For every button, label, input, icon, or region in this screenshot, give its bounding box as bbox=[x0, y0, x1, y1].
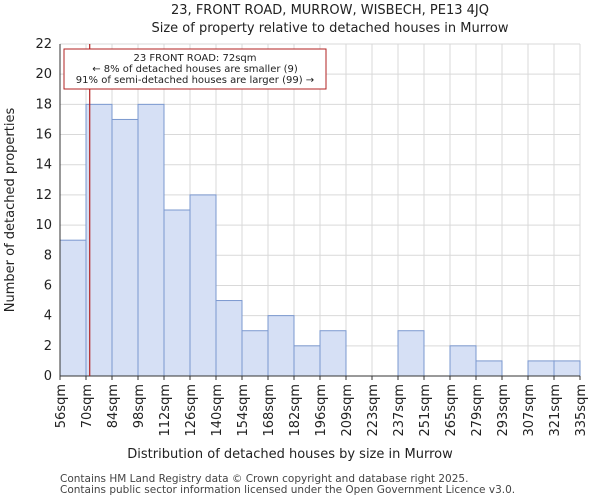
bar bbox=[553, 360, 581, 377]
y-tick-label: 14 bbox=[35, 158, 52, 173]
y-axis-label: Number of detached properties bbox=[3, 108, 18, 313]
x-tick-label: 196sqm bbox=[314, 384, 329, 437]
y-tick-label: 2 bbox=[44, 339, 52, 354]
x-tick-label: 265sqm bbox=[444, 384, 459, 437]
annotation-line-2: ← 8% of detached houses are smaller (9) bbox=[92, 64, 298, 75]
annotation-box: 23 FRONT ROAD: 72sqm ← 8% of detached ho… bbox=[63, 48, 327, 90]
bar bbox=[527, 360, 555, 377]
bar bbox=[293, 345, 321, 377]
x-tick-label: 56sqm bbox=[54, 384, 69, 428]
bar bbox=[189, 194, 217, 377]
annotation-line-1: 23 FRONT ROAD: 72sqm bbox=[134, 53, 257, 64]
bar bbox=[163, 209, 191, 377]
bars bbox=[59, 103, 581, 377]
x-tick-label: 293sqm bbox=[496, 384, 511, 437]
bar bbox=[267, 315, 295, 377]
x-tick-label: 182sqm bbox=[288, 384, 303, 437]
y-tick-label: 20 bbox=[35, 67, 52, 82]
x-tick-label: 126sqm bbox=[184, 384, 199, 437]
bar bbox=[397, 330, 425, 377]
y-tick-label: 8 bbox=[44, 248, 52, 263]
annotation-line-3: 91% of semi-detached houses are larger (… bbox=[76, 75, 314, 86]
y-tick-label: 0 bbox=[44, 369, 52, 384]
y-tick-label: 4 bbox=[44, 309, 52, 324]
x-tick-label: 223sqm bbox=[366, 384, 381, 437]
bar bbox=[215, 300, 243, 377]
bar bbox=[59, 239, 87, 377]
chart-subtitle: Size of property relative to detached ho… bbox=[151, 21, 508, 36]
bar bbox=[319, 330, 347, 377]
x-tick-label: 140sqm bbox=[210, 384, 225, 437]
y-tick-label: 12 bbox=[35, 188, 52, 203]
chart-title: 23, FRONT ROAD, MURROW, WISBECH, PE13 4J… bbox=[171, 3, 489, 18]
x-tick-label: 84sqm bbox=[106, 384, 121, 428]
x-axis-label: Distribution of detached houses by size … bbox=[127, 447, 453, 462]
bar bbox=[449, 345, 477, 377]
bar bbox=[111, 118, 139, 377]
y-tick-label: 18 bbox=[35, 97, 52, 112]
y-tick-label: 22 bbox=[35, 37, 52, 52]
y-tick-label: 6 bbox=[44, 278, 52, 293]
x-tick-label: 237sqm bbox=[392, 384, 407, 437]
y-tick-label: 10 bbox=[35, 218, 52, 233]
x-tick-label: 70sqm bbox=[80, 384, 95, 428]
x-tick-label: 112sqm bbox=[158, 384, 173, 437]
annotation-frame bbox=[63, 48, 327, 90]
x-tick-label: 154sqm bbox=[236, 384, 251, 437]
x-tick-label: 321sqm bbox=[548, 384, 563, 437]
x-tick-label: 168sqm bbox=[262, 384, 277, 437]
bar bbox=[241, 330, 269, 377]
x-tick-label: 209sqm bbox=[340, 384, 355, 437]
x-tick-label: 335sqm bbox=[574, 384, 589, 437]
y-tick-label: 16 bbox=[35, 128, 52, 143]
footer-line-1: Contains HM Land Registry data © Crown c… bbox=[60, 473, 469, 485]
bar bbox=[137, 103, 165, 377]
x-tick-label: 251sqm bbox=[418, 384, 433, 437]
x-tick-label: 279sqm bbox=[470, 384, 485, 437]
axes: 0 2 4 6 8 10 12 14 16 18 20 22 56sqm 70sqm 84sqm 98sqm 1… bbox=[35, 37, 589, 437]
x-tick-label: 98sqm bbox=[132, 384, 147, 428]
footer-line-2: Contains public sector information licen… bbox=[60, 484, 516, 496]
bar bbox=[475, 360, 503, 377]
x-tick-label: 307sqm bbox=[522, 384, 537, 437]
